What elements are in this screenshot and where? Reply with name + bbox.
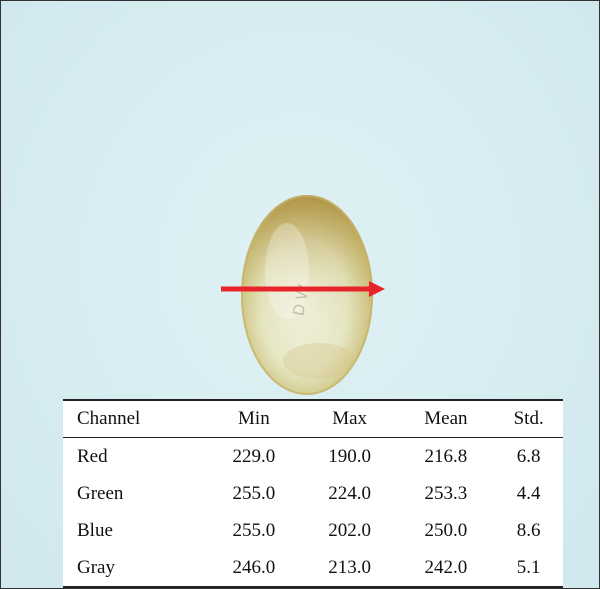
cell-min: 255.0 [232,519,276,541]
cell-std: 5.1 [494,549,563,588]
cell-max: 213.0 [301,549,398,588]
column-header-max: Max [301,399,398,438]
capsule: D W [241,195,373,395]
column-header-min: Min [206,399,302,438]
cell-min: 229.0 [232,445,276,467]
cell-max: 224.0 [328,482,371,504]
cell-mean: 242.0 [397,549,495,588]
table-row: Gray 246.0 213.0 242.0 5.1 [63,549,563,588]
table-row: Red 229.0 190.0 216.8 6.8 [63,438,563,476]
table-row: Blue 255.0 202.0 250.0 8.6 [63,512,563,549]
column-header-std: Std. [494,399,563,438]
cell-channel: Green [77,482,124,504]
cell-channel: Gray [63,549,206,588]
table-row: Green 255.0 224.0 253.3 4.4 [63,475,563,512]
cell-channel: Blue [77,519,113,541]
cell-max: 190.0 [328,445,371,467]
cell-min: 246.0 [206,549,302,588]
cell-mean: 216.8 [424,445,468,467]
arrow [221,281,385,297]
cell-min: 255.0 [232,482,276,504]
stats-table: Channel Min Max Mean Std. Red 229.0 190.… [63,399,563,588]
table-header-row: Channel Min Max Mean Std. [63,399,563,438]
column-header-channel: Channel [63,399,206,438]
cell-mean: 250.0 [424,519,468,541]
cell-max: 202.0 [328,519,371,541]
cell-std: 8.6 [516,519,541,541]
column-header-mean: Mean [397,399,495,438]
cell-std: 4.4 [516,482,541,504]
cell-mean: 253.3 [424,482,468,504]
cell-std: 6.8 [516,445,541,467]
cell-channel: Red [77,445,108,467]
